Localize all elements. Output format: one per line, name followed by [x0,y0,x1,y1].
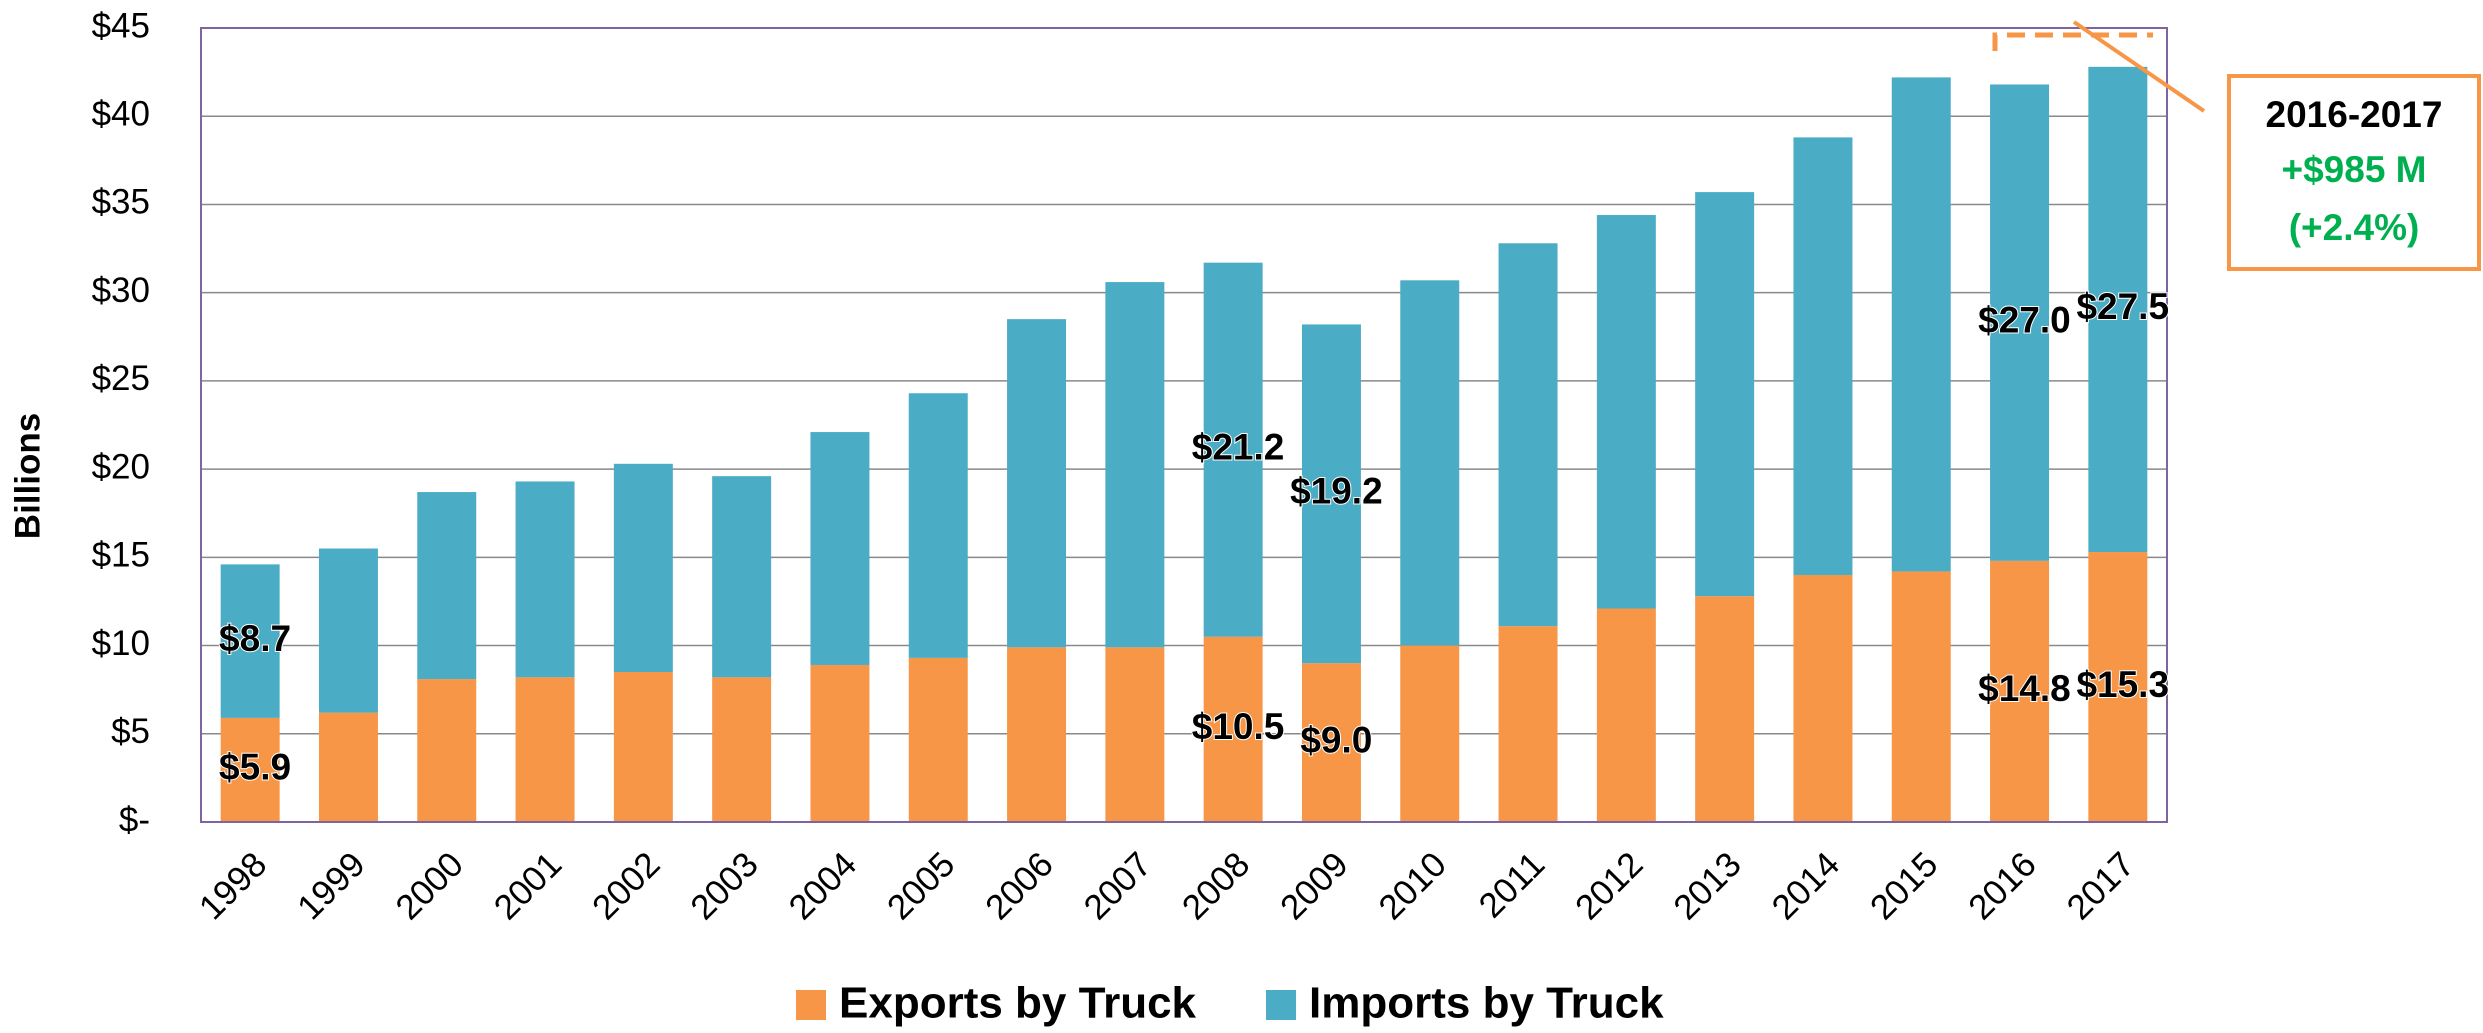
plot-border [200,27,2168,823]
bar-segment [515,677,575,822]
bar-segment [1400,645,1460,822]
bar-segment [613,463,673,673]
value-label: $27.5 [2076,286,2169,327]
value-label: $8.7 [219,618,291,659]
legend-swatch [1266,990,1297,1020]
x-tick-label: 2012 [1568,845,1651,928]
bar-segment [1007,647,1067,822]
bar-segment [220,717,280,822]
x-tick-label: 2003 [683,845,766,928]
bar-segment [1400,280,1460,646]
bar-segment [1498,243,1558,627]
value-label: $27.0 [1978,299,2071,340]
annotation-box [2227,74,2481,271]
bar-segment [220,564,280,718]
bar-segment [1990,560,2050,822]
bar-segment [712,677,772,822]
bar-segment [2088,66,2148,553]
x-tick-label: 2002 [585,845,668,928]
y-tick-label: $45 [92,6,150,45]
bar-segment [1203,262,1263,637]
bar-segment [1990,84,2050,561]
y-tick-label: $5 [111,712,150,751]
bar-segment [417,492,477,680]
x-tick-label: 2005 [880,845,963,928]
bar-segment [908,393,968,658]
x-tick-label: 1998 [192,845,275,928]
y-tick-label: $15 [92,536,150,575]
bar-segment [1301,663,1361,822]
bar-segment [1891,571,1951,822]
annotation-connector [2072,20,2206,113]
x-tick-label: 2008 [1175,845,1258,928]
legend-label: Exports by Truck [839,979,1197,1028]
value-label: $19.2 [1290,471,1383,512]
y-tick-label: $35 [92,183,150,222]
bar-segment [1007,319,1067,648]
x-tick-label: 2014 [1765,845,1848,928]
value-label: $9.0 [1300,719,1372,760]
x-tick-label: 2004 [782,845,865,928]
bar-segment [1203,636,1263,822]
annotation-percent: (+2.4%) [2289,207,2420,248]
bar-segment [1695,192,1755,597]
x-tick-label: 2013 [1666,845,1749,928]
bar-segment [2088,552,2148,822]
value-label: $21.2 [1192,426,1285,467]
y-tick-label: $20 [92,447,150,486]
value-label: $14.8 [1978,668,2071,709]
bar-segment [1695,596,1755,822]
value-label: $10.5 [1192,706,1285,747]
bar-segment [1105,282,1165,648]
x-tick-label: 2015 [1863,845,1946,928]
bar-segment [810,664,870,822]
y-tick-label: $- [119,800,150,839]
bar-segment [712,476,772,678]
bar-segment [1793,137,1853,575]
annotation-bracket [1992,32,2153,51]
bar-segment [613,672,673,822]
value-label: $15.3 [2076,664,2169,705]
annotation-change: +$985 M [2281,149,2426,190]
x-tick-label: 2001 [487,845,570,928]
x-tick-label: 2011 [1471,845,1552,926]
bar-segment [1105,647,1165,822]
x-tick-label: 1999 [290,845,373,928]
x-tick-label: 2009 [1273,845,1356,928]
value-label: $5.9 [219,747,291,788]
x-tick-label: 2000 [388,845,471,928]
y-axis-label: Billions [8,413,47,539]
legend-swatch [796,990,826,1020]
x-tick-label: 2007 [1076,845,1159,928]
x-tick-label: 2016 [1961,845,2044,928]
y-tick-label: $30 [92,271,150,310]
bar-segment [908,657,968,822]
bar-segment [1301,324,1361,664]
y-tick-label: $40 [92,94,150,133]
bar-segment [515,481,575,678]
annotation-title: 2016-2017 [2266,94,2443,135]
annotation: 2016-2017 +$985 M (+2.4%) [1992,20,2481,271]
bar-segment [1793,574,1853,822]
bar-segment [810,432,870,665]
y-tick-label: $10 [92,624,150,663]
bar-segment [1596,608,1656,822]
y-tick-label: $25 [92,359,150,398]
bar-segment [1498,626,1558,822]
bar-segment [318,548,378,713]
bar-segment [417,679,477,822]
bar-segment [1891,77,1951,572]
x-tick-label: 2017 [2059,845,2142,928]
legend-label: Imports by Truck [1309,979,1664,1028]
x-tick-label: 2006 [978,845,1061,928]
x-tick-label: 2010 [1371,845,1454,928]
bar-segment [1596,215,1656,609]
bar-segment [318,712,378,822]
